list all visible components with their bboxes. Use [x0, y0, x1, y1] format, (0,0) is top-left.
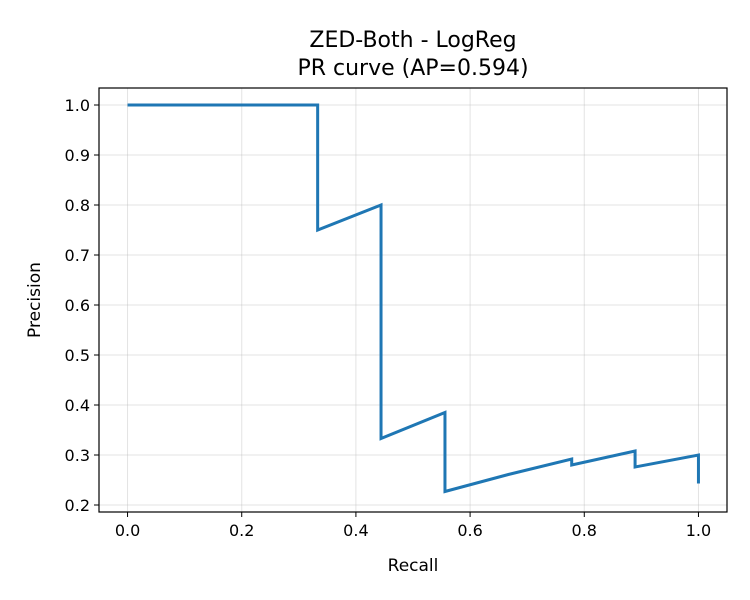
y-tick-label: 0.7	[65, 246, 90, 265]
y-tick-label: 0.9	[65, 146, 90, 165]
x-tick-label: 0.0	[115, 521, 140, 540]
series-layer	[127, 103, 700, 494]
axes-frame	[98, 87, 728, 513]
y-tick-label: 0.8	[65, 196, 90, 215]
y-axis-label: Precision	[25, 262, 45, 338]
y-tick-label: 1.0	[65, 96, 90, 115]
x-tick-label: 0.4	[343, 521, 368, 540]
x-tick-label: 0.6	[457, 521, 482, 540]
y-tick-label: 0.4	[65, 396, 90, 415]
x-tick-label: 0.2	[229, 521, 254, 540]
ticks: 0.0 0.2 0.4 0.6 0.8 1.0 0.2 0.3 0.4 0.5 0.6 0.7 0.8 0…	[65, 96, 712, 540]
pr-curve-line	[127, 103, 700, 494]
chart-title: ZED-Both - LogReg	[309, 28, 516, 53]
x-axis-label: Recall	[388, 556, 439, 576]
y-tick-label: 0.5	[65, 346, 90, 365]
chart-subtitle: PR curve (AP=0.594)	[297, 56, 528, 81]
x-tick-label: 1.0	[686, 521, 711, 540]
grid	[99, 88, 727, 512]
x-tick-label: 0.8	[572, 521, 597, 540]
y-tick-label: 0.3	[65, 446, 90, 465]
y-tick-label: 0.6	[65, 296, 90, 315]
y-tick-label: 0.2	[65, 496, 90, 515]
